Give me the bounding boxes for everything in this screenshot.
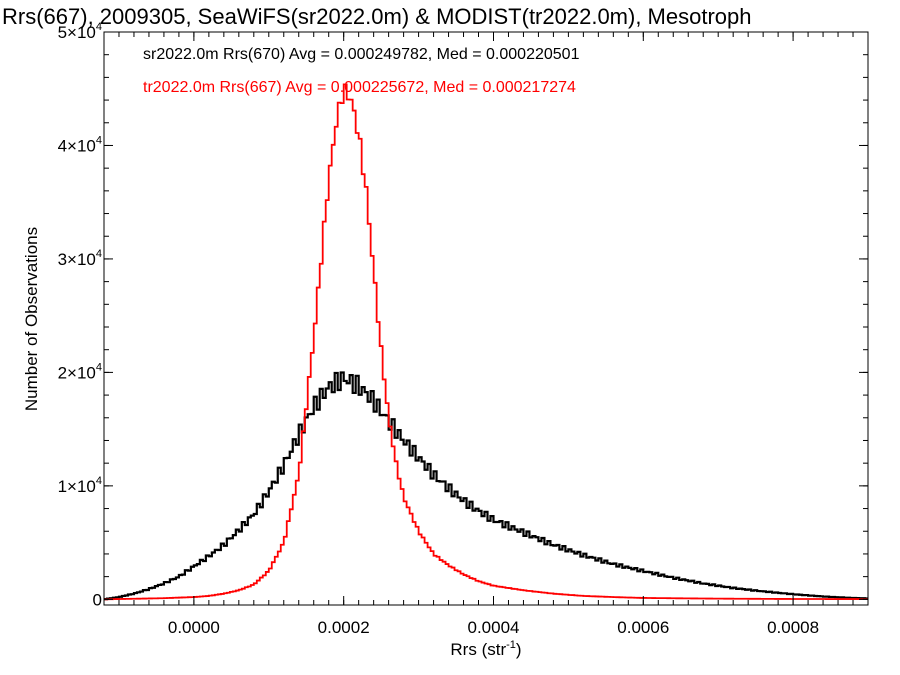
series-layer [104, 83, 868, 601]
x-tick-label: 0.0002 [318, 618, 370, 637]
x-axis-label-main: Rrs (str [450, 640, 506, 659]
y-tick-label: 4×104 [58, 134, 102, 155]
x-tick-label: 0.0006 [617, 618, 669, 637]
x-tick-label: 0.0008 [767, 618, 819, 637]
legend-red-series: tr2022.0m Rrs(667) Avg = 0.000225672, Me… [143, 79, 576, 96]
x-tick-label: 0.0000 [168, 618, 220, 637]
y-tick-label: 5×104 [58, 21, 102, 42]
y-tick-label: 1×104 [58, 475, 102, 496]
x-axis-label: Rrs (str-1) [450, 639, 521, 659]
y-tick-label: 3×104 [58, 248, 102, 269]
y-tick-label: 0 [93, 590, 102, 609]
x-axis-label-end: ) [516, 640, 522, 659]
y-tick-label: 2×104 [58, 361, 102, 382]
histogram-line-black [104, 371, 868, 601]
y-axis-label: Number of Observations [22, 227, 41, 411]
legend-black-series: sr2022.0m Rrs(670) Avg = 0.000249782, Me… [143, 46, 580, 63]
x-tick-label: 0.0004 [467, 618, 519, 637]
histogram-line-red [104, 83, 868, 601]
x-axis-label-superscript: -1 [506, 639, 516, 651]
chart-title: Rrs(667), 2009305, SeaWiFS(sr2022.0m) & … [2, 4, 752, 29]
plot-frame [103, 31, 869, 606]
axis-layer: 0.0000 0.0002 0.0004 0.0006 0.0008 0 1×104 2×10… [58, 21, 869, 637]
